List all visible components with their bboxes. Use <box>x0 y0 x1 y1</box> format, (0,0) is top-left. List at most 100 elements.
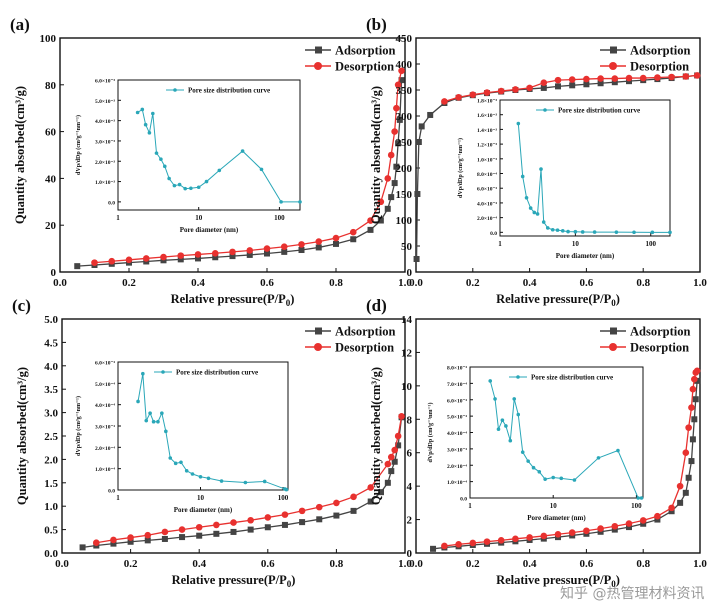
data-point <box>179 534 186 541</box>
psd-point <box>151 111 155 116</box>
y-tick-label: 300 <box>396 111 413 123</box>
x-tick-label: 0.4 <box>192 558 206 570</box>
data-point <box>415 139 422 145</box>
data-point <box>298 507 306 515</box>
axes-frame <box>415 318 701 554</box>
data-point <box>384 460 392 468</box>
y-tick-label: 0 <box>407 267 413 279</box>
psd-point <box>532 210 537 215</box>
y-tick-label: 100 <box>396 215 413 227</box>
data-point <box>384 175 392 182</box>
psd-point <box>141 371 145 376</box>
psd-point <box>298 200 302 204</box>
inset-x-axis-label: Pore diameter (nm) <box>174 506 233 514</box>
psd-point <box>147 131 152 135</box>
psd-point <box>516 121 521 126</box>
psd-point <box>555 228 560 232</box>
data-point <box>692 396 699 403</box>
inset-y-tick-label: 6.0×10⁻⁴ <box>477 187 497 193</box>
inset-chart: 1 10 100 0.0 1.0×10⁻³ 2.0×10⁻³ 3.0×10⁻³ 4.0×10⁻… <box>75 79 302 234</box>
data-point <box>161 535 168 542</box>
data-point <box>393 104 400 112</box>
y-tick-label: 4 <box>407 481 413 493</box>
data-point <box>108 257 116 265</box>
x-label-sub: 0 <box>611 579 616 589</box>
data-point <box>540 532 548 540</box>
inset-x-axis-label: Pore diameter (nm) <box>180 226 239 234</box>
y-tick-label: 4.5 <box>44 337 58 349</box>
x-label-end: ) <box>616 573 620 587</box>
inset-y-tick-label: 0.0 <box>490 231 497 237</box>
data-point <box>142 255 150 262</box>
data-point <box>74 263 81 270</box>
psd-point <box>262 479 267 484</box>
inset-legend-label: Pore size distribution curve <box>176 369 258 377</box>
data-point <box>127 534 134 541</box>
data-point <box>144 537 151 544</box>
inset-frame <box>117 361 289 491</box>
psd-point <box>173 461 178 466</box>
data-point <box>177 256 184 263</box>
data-point <box>377 489 384 496</box>
data-point <box>597 525 604 532</box>
y-axis-label: Quantity absorbed(cm³/g) <box>13 86 27 224</box>
data-point <box>668 73 675 81</box>
psd-point <box>177 182 182 187</box>
data-point <box>298 247 305 254</box>
psd-point <box>190 472 195 476</box>
legend-marker <box>314 343 322 351</box>
data-point <box>430 545 437 552</box>
inset-y-tick-label: 6.0×10⁻⁴ <box>447 398 467 404</box>
data-point <box>230 519 237 526</box>
inset-y-tick-label: 8.0×10⁻⁴ <box>477 172 497 178</box>
data-point <box>161 528 169 536</box>
inset-y-tick-label: 1.0×10⁻³ <box>477 157 497 163</box>
psd-point <box>198 474 203 479</box>
inset-y-tick-label: 4.0×10⁻³ <box>95 119 115 125</box>
inset-y-tick-label: 0.0 <box>108 489 115 495</box>
data-point <box>685 474 692 481</box>
data-point <box>483 538 491 545</box>
inset-y-tick-label: 6.0×10⁻³ <box>95 79 115 85</box>
data-point <box>483 89 491 96</box>
data-point <box>93 539 100 547</box>
x-label-end: ) <box>290 292 294 306</box>
inset-y-tick-label: 1.2×10⁻³ <box>477 143 497 149</box>
data-point <box>540 84 547 91</box>
data-point <box>625 74 633 82</box>
data-point <box>388 194 395 201</box>
data-point <box>512 535 519 543</box>
data-point <box>280 243 288 251</box>
x-tick-label: 0.4 <box>523 558 537 570</box>
psd-point <box>196 185 201 190</box>
data-point <box>377 217 384 224</box>
legend-label: Adsorption <box>335 325 395 339</box>
panel-label: (d) <box>366 296 387 315</box>
inset-legend-marker <box>173 88 177 92</box>
y-tick-label: 350 <box>396 85 413 97</box>
inset-x-tick-label: 1 <box>116 494 120 502</box>
y-tick-label: 1.0 <box>44 501 58 513</box>
inset-x-tick-label: 100 <box>274 214 285 222</box>
y-tick-label: 150 <box>396 189 413 201</box>
data-point <box>316 516 323 523</box>
inset-y-tick-label: 1.4×10⁻³ <box>477 128 497 134</box>
x-tick-label: 1.0 <box>693 558 707 570</box>
data-point <box>676 482 684 490</box>
psd-point <box>135 110 140 115</box>
data-point <box>393 163 400 170</box>
data-point <box>367 498 374 505</box>
data-point <box>315 238 323 245</box>
data-point <box>387 453 395 461</box>
psd-point <box>259 167 264 172</box>
data-point <box>377 198 385 206</box>
inset-y-tick-label: 4.0×10⁻⁴ <box>447 431 467 437</box>
x-tick-label: 1.0 <box>398 277 412 289</box>
y-tick-label: 14 <box>401 314 413 326</box>
x-label-sub: 0 <box>287 579 292 589</box>
inset-x-tick-label: 10 <box>195 214 203 222</box>
psd-point <box>179 460 183 465</box>
data-point <box>194 251 202 258</box>
data-point <box>455 93 462 101</box>
inset-y-tick-label: 1.0×10⁻³ <box>95 180 115 186</box>
